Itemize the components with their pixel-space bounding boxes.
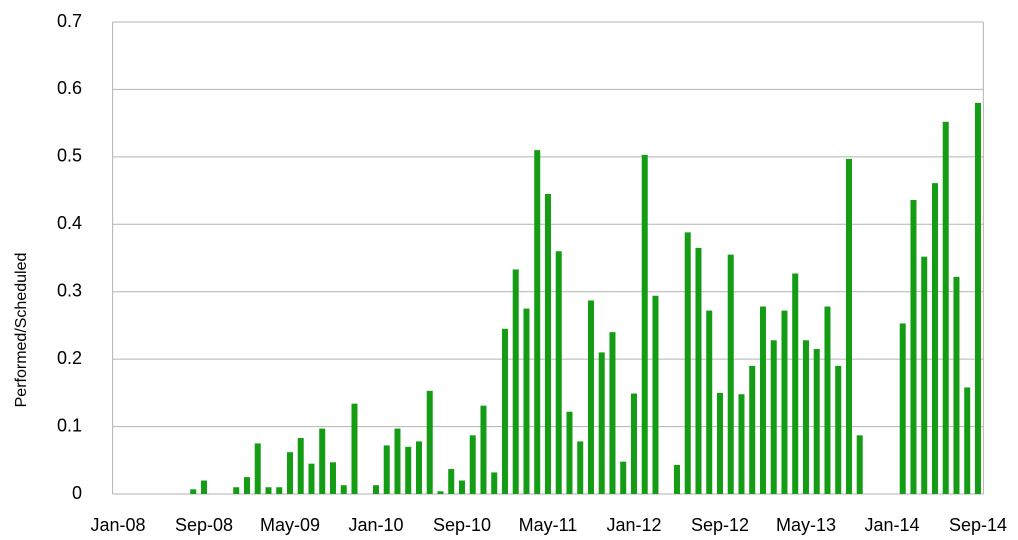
bar — [394, 428, 401, 494]
bar — [620, 461, 627, 494]
bar — [921, 256, 928, 494]
bar — [899, 323, 906, 494]
bar — [706, 310, 713, 494]
y-tick-label: 0.2 — [57, 348, 82, 368]
bar — [297, 438, 304, 494]
x-tick-label: Jan-14 — [864, 515, 919, 535]
bar — [931, 183, 938, 494]
bar — [523, 308, 530, 494]
y-tick-label: 0.3 — [57, 280, 82, 300]
y-tick-label: 0.7 — [57, 11, 82, 31]
x-tick-label: Sep-14 — [949, 515, 1007, 535]
x-tick-label: May-11 — [519, 515, 578, 535]
bar — [813, 349, 820, 494]
bar — [340, 485, 347, 494]
bar — [802, 340, 809, 494]
y-tick-label: 0.5 — [57, 146, 82, 166]
bar — [727, 254, 734, 494]
x-tick-label: Sep-08 — [175, 515, 233, 535]
bar — [598, 352, 605, 494]
bar — [254, 443, 261, 494]
bar — [480, 405, 487, 494]
y-tick-label: 0.4 — [57, 213, 82, 233]
bar — [587, 300, 594, 494]
bar — [845, 158, 852, 494]
bar — [770, 340, 777, 494]
bar — [544, 193, 551, 494]
bar — [286, 452, 293, 494]
bar — [824, 306, 831, 494]
bar — [405, 446, 412, 494]
bar — [491, 472, 498, 494]
bar — [652, 295, 659, 494]
bar — [276, 487, 283, 494]
bar — [759, 306, 766, 494]
bar — [501, 328, 508, 494]
x-tick-label: May-09 — [260, 515, 320, 535]
bar — [695, 247, 702, 494]
x-tick-label: Jan-12 — [606, 515, 661, 535]
bar — [308, 463, 315, 494]
y-tick-label: 0.1 — [57, 415, 82, 435]
bar — [426, 390, 433, 494]
bar — [329, 462, 336, 494]
x-tick-label: Sep-10 — [433, 515, 491, 535]
y-tick-label: 0.6 — [57, 78, 82, 98]
bar — [200, 480, 207, 494]
bar — [534, 150, 541, 494]
bar — [641, 154, 648, 494]
bar — [738, 394, 745, 494]
bar — [458, 480, 465, 494]
bar — [781, 310, 788, 494]
bar — [319, 428, 326, 494]
bar — [555, 251, 562, 494]
bar — [415, 441, 422, 494]
bar — [577, 441, 584, 494]
bar — [512, 269, 519, 494]
bar — [243, 477, 250, 494]
y-axis-label: Performed/Scheduled — [13, 253, 30, 408]
x-tick-label: May-13 — [776, 515, 836, 535]
bar — [609, 332, 616, 494]
x-tick-label: Jan-08 — [90, 515, 145, 535]
bar — [792, 273, 799, 494]
y-tick-label: 0 — [72, 483, 82, 503]
bar — [684, 232, 691, 494]
bar — [673, 465, 680, 494]
bar — [749, 365, 756, 494]
bar — [953, 276, 960, 494]
bar — [437, 491, 444, 494]
bar — [856, 435, 863, 494]
bar — [383, 445, 390, 494]
bar — [469, 435, 476, 494]
bar — [190, 489, 197, 494]
bar — [942, 121, 949, 495]
bar — [372, 485, 379, 494]
bar — [716, 392, 723, 494]
bar — [630, 393, 637, 494]
bar — [448, 469, 455, 494]
bar — [910, 200, 917, 495]
x-tick-label: Jan-10 — [348, 515, 403, 535]
bar — [233, 487, 240, 494]
bar — [835, 365, 842, 494]
x-tick-label: Sep-12 — [691, 515, 749, 535]
bar — [566, 411, 573, 494]
bar — [974, 102, 981, 495]
bar — [265, 487, 272, 494]
bar — [351, 403, 358, 494]
bar — [964, 387, 971, 494]
